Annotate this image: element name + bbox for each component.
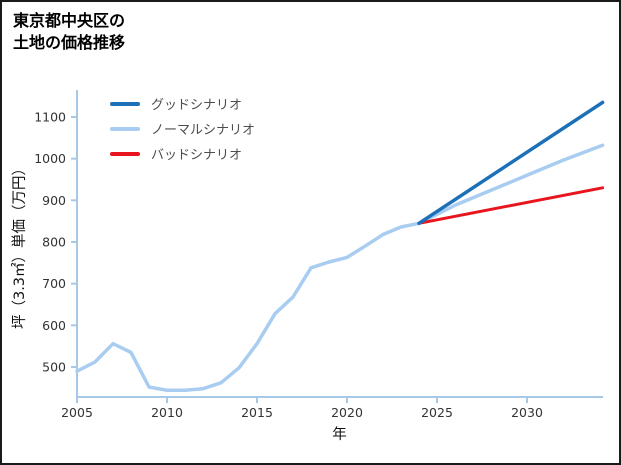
svg-text:2005: 2005 [61, 405, 93, 420]
svg-text:1000: 1000 [34, 151, 66, 166]
bad-scenario-line-swatch [110, 151, 140, 156]
svg-text:2020: 2020 [331, 405, 363, 420]
page-title-line2: 土地の価格推移 [13, 33, 126, 53]
legend-item-normal-scenario: ノーマルシナリオ [110, 121, 256, 138]
svg-text:600: 600 [42, 318, 66, 333]
normal-scenario-line-swatch [110, 126, 140, 131]
good-scenario-line-swatch [110, 101, 140, 106]
legend-label-bad-scenario: バッドシナリオ [151, 148, 243, 163]
legend-item-good-scenario: グッドシナリオ [110, 96, 255, 113]
svg-text:800: 800 [42, 235, 66, 250]
svg-text:2025: 2025 [421, 405, 453, 420]
svg-text:年: 年 [332, 426, 347, 443]
svg-text:2030: 2030 [511, 405, 543, 420]
page-title: 東京都中央区の 土地の価格推移 [13, 10, 125, 55]
legend-label-good-scenario: グッドシナリオ [151, 98, 243, 113]
svg-text:1100: 1100 [34, 110, 66, 125]
legend-item-bad-scenario: バッドシナリオ [110, 146, 255, 163]
svg-text:700: 700 [42, 276, 66, 291]
svg-text:坪（3.3㎡）単価（万円）: 坪（3.3㎡）単価（万円） [11, 161, 28, 329]
page-title-line1: 東京都中央区の [13, 11, 126, 30]
svg-text:2010: 2010 [151, 405, 183, 420]
legend: グッドシナリオ ノーマルシナリオ バッドシナリオ [110, 96, 256, 163]
svg-text:2015: 2015 [241, 405, 273, 420]
legend-label-normal-scenario: ノーマルシナリオ [151, 123, 256, 138]
svg-text:900: 900 [42, 193, 66, 208]
svg-text:500: 500 [42, 360, 66, 375]
